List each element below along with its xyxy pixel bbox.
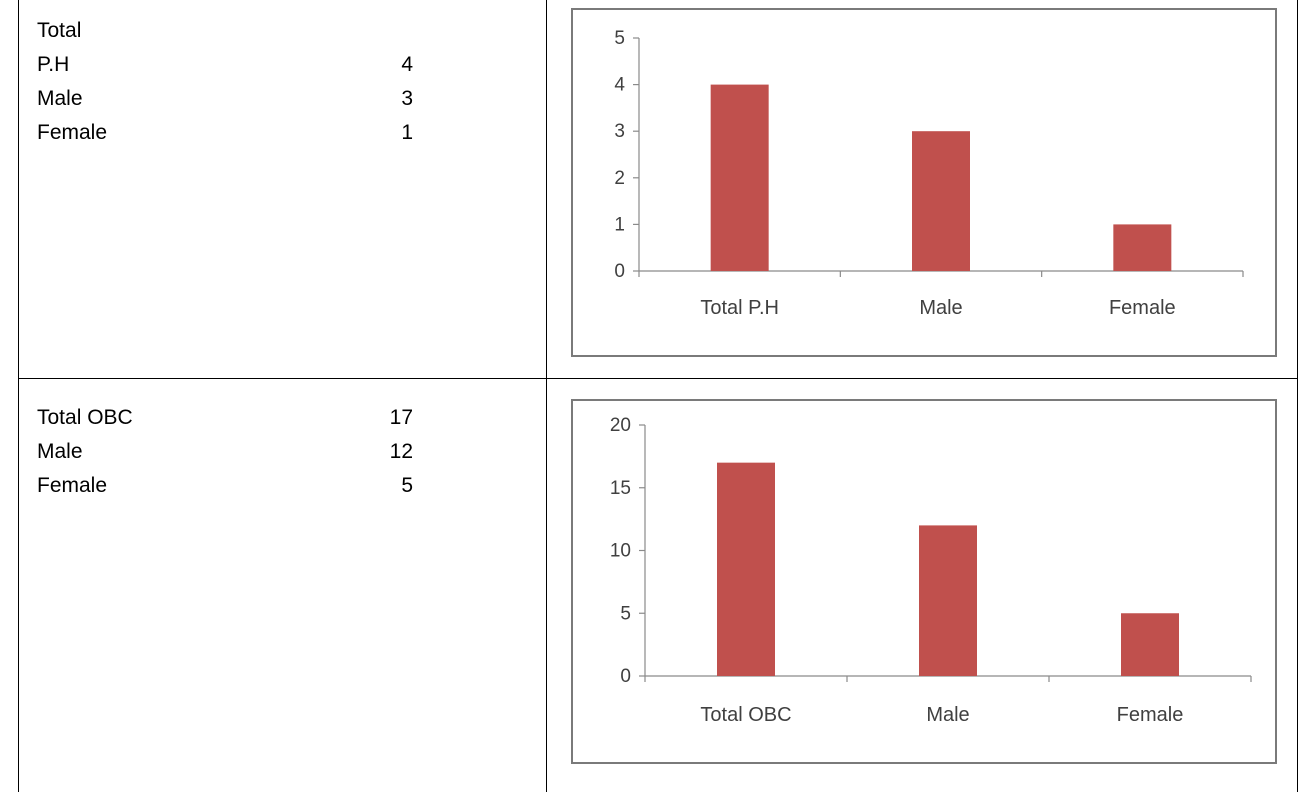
summary-label: Total bbox=[37, 19, 82, 42]
summary-label: Female bbox=[37, 121, 108, 144]
y-tick-label: 4 bbox=[614, 75, 625, 96]
y-tick-label: 0 bbox=[614, 261, 625, 282]
y-tick-label: 20 bbox=[610, 415, 631, 436]
x-category-label: Total P.H bbox=[700, 297, 779, 319]
x-category-label: Total OBC bbox=[700, 704, 791, 726]
x-category-label: Female bbox=[1109, 297, 1176, 319]
bar-total-obc bbox=[717, 462, 775, 676]
y-tick-label: 15 bbox=[610, 478, 631, 499]
x-category-label: Male bbox=[926, 704, 969, 726]
bar-female bbox=[1121, 613, 1179, 676]
x-category-label: Female bbox=[1117, 704, 1184, 726]
y-tick-label: 2 bbox=[614, 168, 625, 189]
summary-line: Female 5 bbox=[37, 469, 413, 503]
column-divider bbox=[546, 0, 547, 378]
y-tick-label: 1 bbox=[614, 214, 625, 235]
summary-value: 4 bbox=[401, 53, 413, 76]
bar-male bbox=[912, 131, 970, 271]
chart-svg: 0 1 2 3 4 5 Total P.H Male Female bbox=[571, 8, 1277, 357]
summary-label: P.H bbox=[37, 53, 70, 76]
summary-label: Female bbox=[37, 474, 108, 497]
summary-value: 3 bbox=[401, 87, 413, 110]
summary-value: 1 bbox=[401, 121, 413, 144]
summary-line: Male 12 bbox=[37, 435, 413, 469]
summary-label: Male bbox=[37, 87, 83, 110]
obc-summary-text: Total OBC 17 Male 12 Female 5 bbox=[37, 401, 413, 503]
column-divider bbox=[546, 379, 547, 792]
summary-label: Total OBC bbox=[37, 406, 133, 429]
summary-value: 12 bbox=[389, 440, 413, 463]
x-category-label: Male bbox=[919, 297, 962, 319]
summary-value: 17 bbox=[389, 406, 413, 429]
summary-value: 5 bbox=[401, 474, 413, 497]
y-tick-label: 5 bbox=[614, 28, 625, 49]
y-tick-label: 3 bbox=[614, 121, 625, 142]
y-tick-label: 0 bbox=[620, 666, 631, 687]
table-row: Total P.H 4 Male 3 Female 1 0 1 2 3 4 5 Total … bbox=[18, 0, 1298, 378]
summary-line: Total OBC 17 bbox=[37, 401, 413, 435]
ph-bar-chart: 0 1 2 3 4 5 Total P.H Male Female bbox=[571, 8, 1277, 357]
ph-summary-text: Total P.H 4 Male 3 Female 1 bbox=[37, 14, 413, 150]
summary-line: Total bbox=[37, 14, 413, 48]
bar-total-p-h bbox=[710, 84, 769, 271]
chart-svg: 0 5 10 15 20 Total OBC Male Female bbox=[571, 399, 1277, 764]
summary-line: Male 3 bbox=[37, 82, 413, 116]
summary-line: P.H 4 bbox=[37, 48, 413, 82]
summary-label: Male bbox=[37, 440, 83, 463]
y-tick-label: 10 bbox=[610, 541, 631, 562]
bar-female bbox=[1113, 224, 1172, 271]
obc-bar-chart: 0 5 10 15 20 Total OBC Male Female bbox=[571, 399, 1277, 764]
bar-male bbox=[919, 525, 977, 676]
table-row: Total OBC 17 Male 12 Female 5 0 5 10 15 20 To… bbox=[18, 378, 1298, 792]
summary-line: Female 1 bbox=[37, 116, 413, 150]
y-tick-label: 5 bbox=[620, 603, 631, 624]
